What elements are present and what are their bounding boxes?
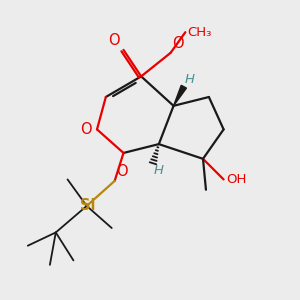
Polygon shape bbox=[174, 85, 187, 106]
Text: O: O bbox=[116, 164, 128, 178]
Text: H: H bbox=[185, 73, 195, 86]
Text: OH: OH bbox=[226, 173, 246, 186]
Text: CH₃: CH₃ bbox=[187, 26, 211, 39]
Text: O: O bbox=[108, 33, 120, 48]
Text: Si: Si bbox=[80, 198, 95, 213]
Text: O: O bbox=[172, 36, 184, 51]
Text: H: H bbox=[154, 164, 164, 177]
Text: O: O bbox=[80, 122, 92, 137]
